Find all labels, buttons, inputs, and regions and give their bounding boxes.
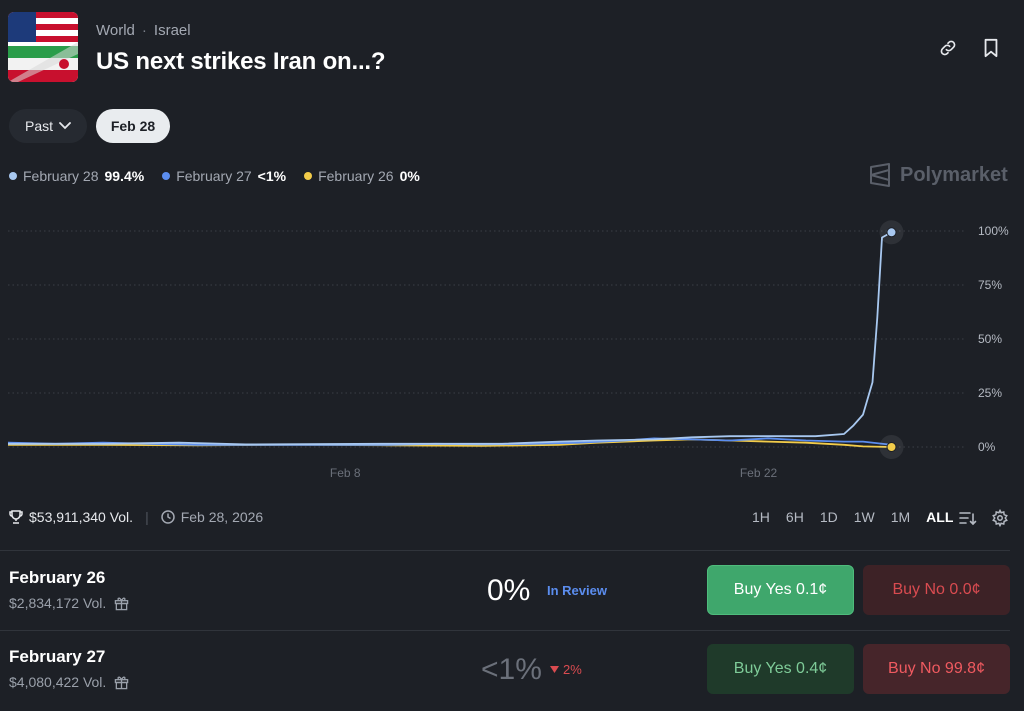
outcome-percent: 0% — [487, 574, 531, 607]
outcome-volume-row: $2,834,172 Vol. — [9, 595, 129, 611]
breadcrumb-separator: · — [141, 22, 147, 39]
trophy-icon — [9, 510, 23, 524]
outcome-volume: $4,080,422 Vol. — [9, 674, 107, 690]
down-triangle-icon — [550, 666, 559, 673]
legend-item: February 28 99.4% — [9, 168, 144, 184]
legend-label: February 28 — [23, 168, 99, 184]
buy-no-button[interactable]: Buy No 0.0¢ — [863, 565, 1010, 615]
buy-no-button[interactable]: Buy No 99.8¢ — [863, 644, 1010, 694]
legend-swatch — [304, 172, 313, 180]
row-divider — [0, 550, 1010, 551]
end-date: Feb 28, 2026 — [180, 509, 264, 525]
x-tick-label: Feb 22 — [740, 466, 778, 480]
legend-item: February 26 0% — [304, 168, 420, 184]
row-divider — [0, 630, 1010, 631]
legend-value: 99.4% — [104, 168, 145, 184]
date-pill-selected[interactable]: Feb 28 — [96, 109, 170, 143]
range-1m[interactable]: 1M — [890, 509, 911, 525]
clock-icon — [160, 510, 175, 524]
legend-item: February 27 <1% — [162, 168, 286, 184]
buy-yes-button[interactable]: Buy Yes 0.4¢ — [707, 644, 854, 694]
market-title: US next strikes Iran on...? — [96, 48, 386, 75]
y-tick-label: 75% — [978, 278, 1002, 292]
time-range-selector: 1H 6H 1D 1W 1M ALL — [744, 509, 961, 525]
gift-icon[interactable] — [114, 675, 129, 690]
y-tick-label: 25% — [978, 386, 1002, 400]
outcome-volume-row: $4,080,422 Vol. — [9, 674, 129, 690]
outcome-title[interactable]: February 26 — [9, 568, 106, 587]
y-tick-label: 100% — [978, 224, 1009, 238]
settings-gear-icon[interactable] — [990, 508, 1010, 528]
range-1w[interactable]: 1W — [853, 509, 875, 525]
market-thumbnail — [8, 12, 78, 82]
endpoint-marker — [886, 227, 897, 238]
sort-icon[interactable] — [958, 508, 978, 528]
link-icon[interactable] — [936, 36, 960, 60]
y-tick-label: 0% — [978, 440, 996, 454]
breadcrumb-subcategory[interactable]: Israel — [153, 22, 191, 39]
total-volume: $53,911,340 Vol. — [29, 509, 134, 525]
range-all[interactable]: ALL — [926, 509, 954, 525]
range-1d[interactable]: 1D — [819, 509, 838, 525]
past-dropdown[interactable]: Past — [9, 109, 87, 143]
range-6h[interactable]: 6H — [785, 509, 804, 525]
brand-name: Polymarket — [900, 163, 1008, 186]
endpoint-marker — [886, 442, 897, 452]
legend-label: February 26 — [318, 168, 394, 184]
x-tick-label: Feb 8 — [330, 466, 361, 480]
legend-swatch — [9, 172, 17, 180]
breadcrumb-category[interactable]: World — [96, 22, 135, 39]
chart-legend: February 28 99.4% February 27 <1% Februa… — [9, 168, 420, 184]
polymarket-logo-icon — [870, 163, 890, 187]
past-label: Past — [24, 118, 53, 134]
polymarket-watermark: Polymarket — [868, 163, 1008, 187]
price-chart: 100% 75% 50% 25% 0% Feb 8 Feb 22 — [7, 220, 1009, 480]
gift-icon[interactable] — [114, 596, 129, 611]
series-line — [7, 437, 892, 446]
chevron-down-icon — [59, 122, 71, 130]
breadcrumb: World · Israel — [96, 22, 191, 39]
outcome-percent: <1% — [481, 653, 542, 686]
bookmark-icon[interactable] — [979, 36, 1003, 60]
price-change: 2% — [550, 662, 582, 677]
range-1h[interactable]: 1H — [752, 509, 770, 525]
y-tick-label: 50% — [978, 332, 1002, 346]
legend-swatch — [162, 172, 171, 180]
legend-label: February 27 — [176, 168, 252, 184]
in-review-badge: In Review — [547, 583, 607, 598]
legend-value: <1% — [257, 168, 287, 184]
outcome-title[interactable]: February 27 — [9, 647, 106, 666]
market-stats: $53,911,340 Vol. | Feb 28, 2026 — [9, 509, 263, 525]
price-change-value: 2% — [563, 662, 582, 677]
outcome-volume: $2,834,172 Vol. — [9, 595, 107, 611]
stats-divider: | — [145, 509, 149, 525]
buy-yes-button[interactable]: Buy Yes 0.1¢ — [707, 565, 854, 615]
series-line — [8, 231, 892, 446]
legend-value: 0% — [399, 168, 420, 184]
